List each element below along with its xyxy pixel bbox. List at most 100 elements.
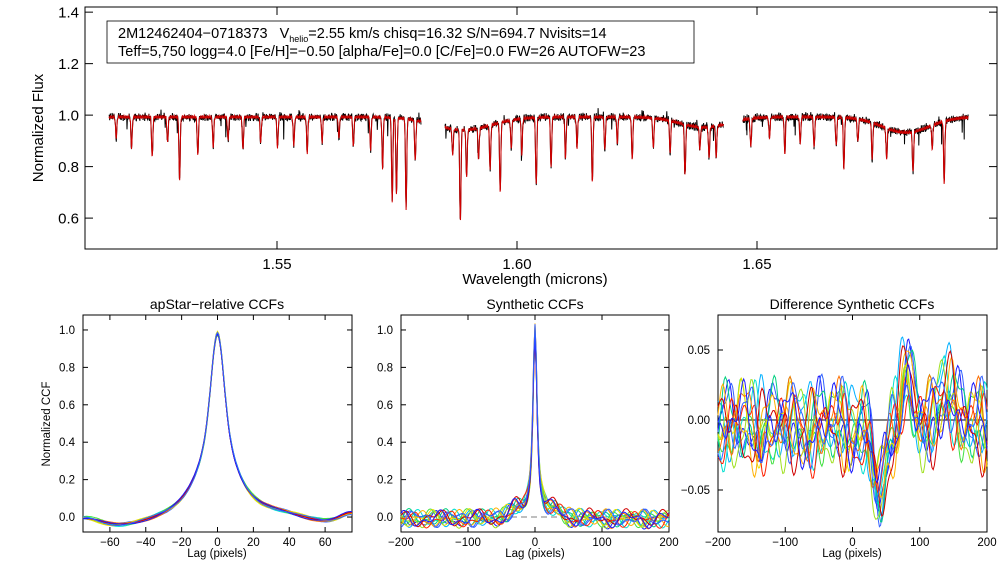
info-line-1: 2M12462404−0718373 Vhelio=2.55 km/s chis… xyxy=(118,26,607,44)
visit-ccf-line xyxy=(400,334,670,528)
visit-ccf-line xyxy=(400,337,670,530)
visit-ccf-line xyxy=(82,330,353,527)
y-tick-label: 0.6 xyxy=(58,210,79,227)
visit-ccf-line xyxy=(717,367,988,487)
visit-ccf-line xyxy=(400,341,670,530)
y-tick-label: 1.0 xyxy=(377,325,393,337)
x-tick-label: 200 xyxy=(659,537,678,549)
visit-ccf-line xyxy=(82,331,352,526)
x-tick-label: −20 xyxy=(172,537,192,549)
y-tick-label: 0.8 xyxy=(377,362,393,374)
spectrum-ylabel: Normalized Flux xyxy=(30,73,47,182)
diff-ccf-title: Difference Synthetic CCFs xyxy=(770,296,935,312)
x-tick-label: 100 xyxy=(592,537,611,549)
visit-ccf-line xyxy=(400,331,670,529)
visit-ccf-line xyxy=(400,332,670,528)
visit-ccf-line xyxy=(400,340,670,529)
spectrum-lines xyxy=(108,108,969,221)
y-tick-label: 0.6 xyxy=(377,400,393,412)
y-tick-label: 1.4 xyxy=(58,4,79,21)
visit-ccf-line xyxy=(717,385,988,495)
x-tick-label: 1.60 xyxy=(502,256,531,273)
visit-ccf-line xyxy=(717,350,988,499)
y-tick-label: 1.2 xyxy=(58,56,79,73)
spectrum-ticks: 1.55 1.60 1.65 0.6 0.8 1.0 1.2 1.4 xyxy=(58,4,997,273)
y-tick-label: 0.8 xyxy=(58,159,79,176)
x-tick-label: 200 xyxy=(977,537,996,549)
visit-ccf-line xyxy=(400,324,670,529)
x-tick-label: 1.65 xyxy=(742,256,771,273)
apstar-ccf-ticks: −60 −40 −20 0 20 40 60 0.0 0.2 0.4 0.6 0.8 1.0 xyxy=(59,315,352,549)
x-tick-label: 0 xyxy=(214,537,220,549)
synthetic-ccf-xlabel: Lag (pixels) xyxy=(505,548,565,560)
x-tick-label: −200 xyxy=(705,537,731,549)
visit-ccf-line xyxy=(717,358,988,520)
visit-ccf-line xyxy=(82,333,352,525)
y-tick-label: 0.4 xyxy=(377,437,394,449)
apstar-ccf-title: apStar−relative CCFs xyxy=(150,296,284,312)
observed-spectrum-line xyxy=(742,112,969,181)
visit-ccf-line xyxy=(83,332,352,524)
spectrum-xlabel: Wavelength (microns) xyxy=(462,271,607,288)
model-spectrum-line xyxy=(108,113,422,211)
x-tick-label: 20 xyxy=(247,537,260,549)
y-tick-label: 0.6 xyxy=(59,400,75,412)
visit-ccf-line xyxy=(83,332,353,527)
synthetic-ccf-panel: −200 −100 0 100 200 0.0 0.2 0.4 0.6 0.8 1.0 Synthe… xyxy=(377,296,679,560)
visit-ccf-line xyxy=(83,333,353,526)
visit-ccf-line xyxy=(400,323,670,528)
observed-spectrum-line xyxy=(444,108,724,220)
visit-ccf-line xyxy=(82,332,352,525)
x-tick-label: 0 xyxy=(849,537,855,549)
x-tick-label: 100 xyxy=(910,537,929,549)
x-tick-label: 0 xyxy=(532,537,538,549)
y-tick-label: −0.05 xyxy=(681,485,710,497)
synthetic-ccf-title: Synthetic CCFs xyxy=(486,296,583,312)
x-tick-label: 60 xyxy=(319,537,332,549)
info-box xyxy=(106,20,695,64)
apstar-ccf-panel: −60 −40 −20 0 20 40 60 0.0 0.2 0.4 0.6 0.8 1.0 apSta… xyxy=(41,296,353,560)
x-tick-label: −100 xyxy=(455,537,481,549)
y-tick-label: 0.0 xyxy=(59,512,75,524)
synthetic-ccf-ticks: −200 −100 0 100 200 0.0 0.2 0.4 0.6 0.8 1.0 xyxy=(377,315,679,549)
diff-ccf-xlabel: Lag (pixels) xyxy=(822,548,882,560)
y-tick-label: 0.00 xyxy=(688,415,710,427)
visit-ccf-line xyxy=(82,331,353,526)
synthetic-ccf-lines xyxy=(400,323,670,530)
apstar-ccf-lines xyxy=(82,330,353,527)
y-tick-label: 0.2 xyxy=(59,475,75,487)
visit-ccf-line xyxy=(717,345,988,517)
visit-ccf-line xyxy=(400,337,670,529)
y-tick-label: 0.2 xyxy=(377,475,393,487)
info-line-2: Teff=5,750 logg=4.0 [Fe/H]=−0.50 [alpha/… xyxy=(118,44,645,60)
y-tick-label: 1.0 xyxy=(58,107,79,124)
y-tick-label: 0.0 xyxy=(377,512,393,524)
visit-ccf-line xyxy=(400,336,670,529)
apstar-ccf-ylabel: Normalized CCF xyxy=(41,382,53,467)
visit-ccf-line xyxy=(717,375,988,505)
y-tick-label: 0.05 xyxy=(688,345,710,357)
diff-ccf-ticks: −200 −100 0 100 200 −0.05 0.00 0.05 xyxy=(681,315,997,549)
v-sub: helio xyxy=(289,34,308,44)
x-tick-label: −200 xyxy=(388,537,414,549)
visit-ccf-line xyxy=(83,333,353,525)
visit-ccf-line xyxy=(82,334,353,526)
y-tick-label: 0.4 xyxy=(59,437,76,449)
apstar-ccf-xlabel: Lag (pixels) xyxy=(187,548,247,560)
v-label: V xyxy=(280,26,290,42)
visit-ccf-line xyxy=(400,329,670,529)
visit-ccf-line xyxy=(82,332,352,524)
y-tick-label: 0.8 xyxy=(59,362,75,374)
model-spectrum-line xyxy=(444,113,724,221)
y-tick-label: 1.0 xyxy=(59,325,75,337)
x-tick-label: 1.55 xyxy=(262,256,291,273)
visit-ccf-line xyxy=(83,331,353,524)
spectrum-panel: 1.55 1.60 1.65 0.6 0.8 1.0 1.2 1.4 2M12462404−0… xyxy=(30,4,998,288)
v-value: =2.55 km/s chisq=16.32 S/N=694.7 Nvisits… xyxy=(308,26,606,42)
visit-ccf-line xyxy=(400,329,670,528)
visit-ccf-line xyxy=(82,333,353,525)
diff-ccf-panel: −200 −100 0 100 200 −0.05 0.00 0.05 Difference … xyxy=(681,296,997,560)
visit-ccf-line xyxy=(717,336,988,517)
apstar-ccf-frame xyxy=(82,314,353,533)
